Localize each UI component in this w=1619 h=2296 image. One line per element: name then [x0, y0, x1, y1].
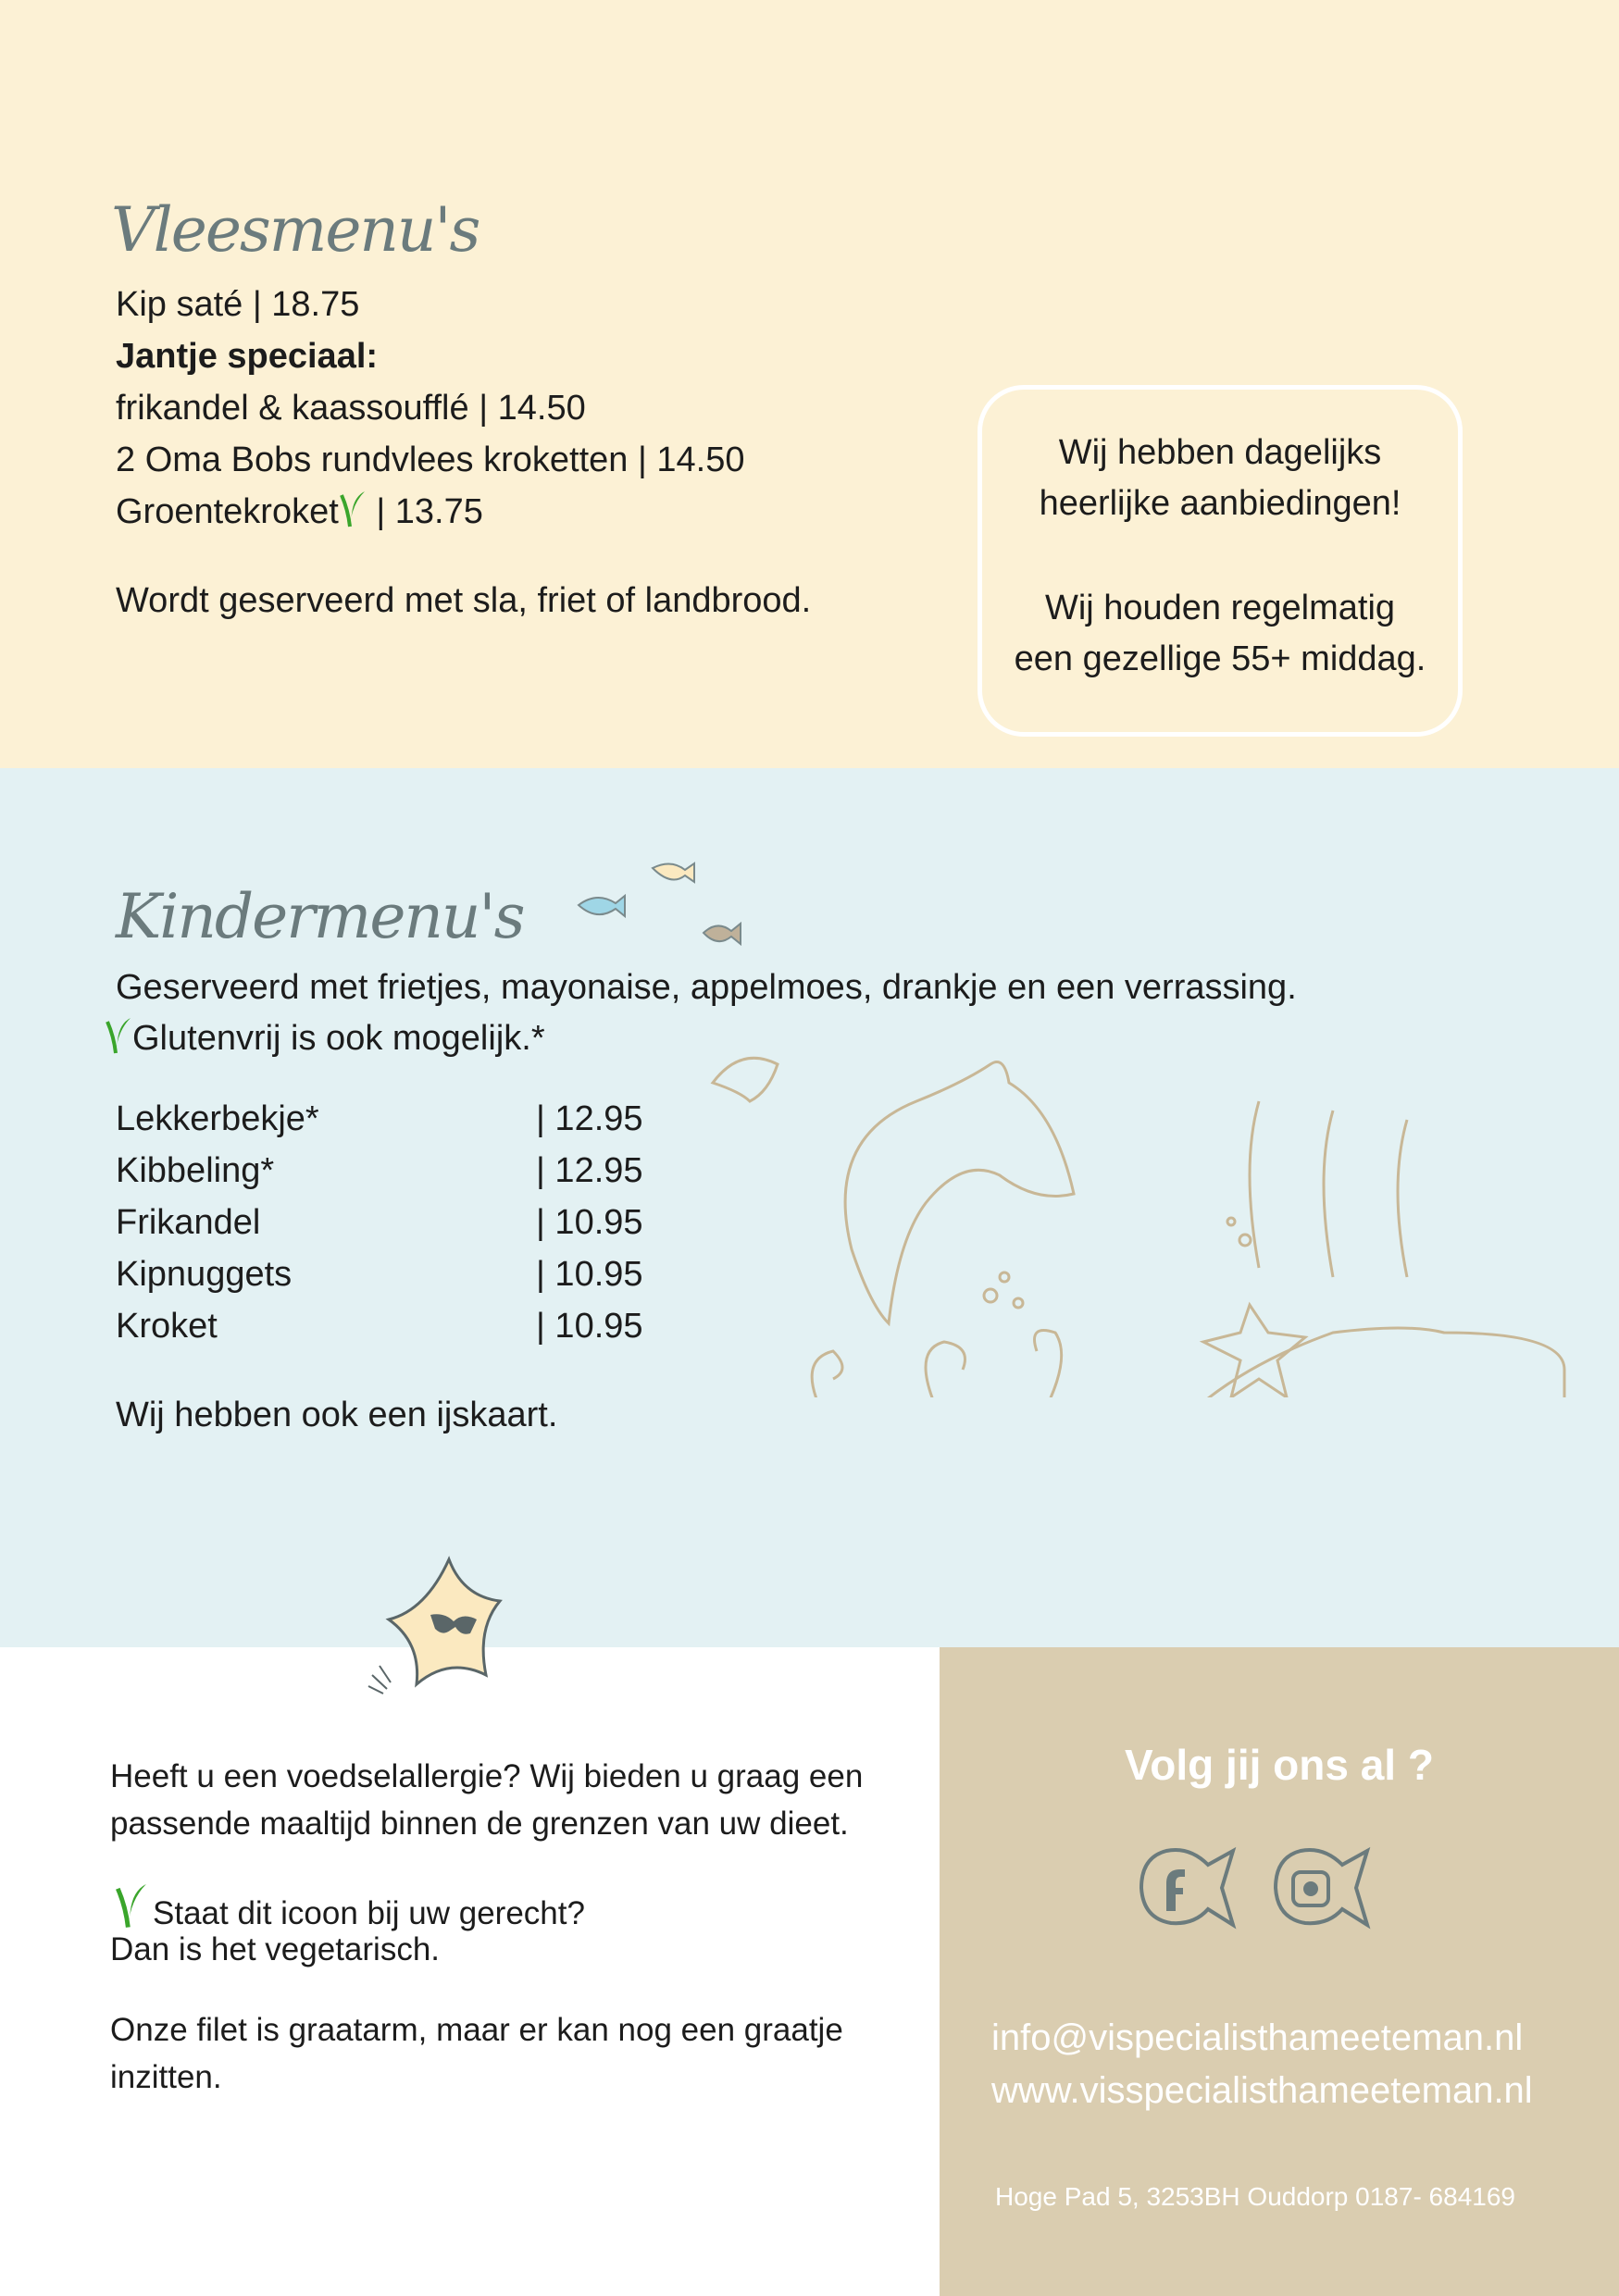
kids-item-price: | 10.95	[536, 1307, 643, 1346]
kids-item-price: | 10.95	[536, 1255, 643, 1294]
vegetarian-icon	[105, 1014, 132, 1055]
gluten-text: Glutenvrij is ook mogelijk.*	[132, 1019, 545, 1058]
kids-menu-subtitle: Geserveerd met frietjes, mayonaise, appe…	[116, 968, 1297, 1007]
kids-item-price: | 10.95	[536, 1203, 643, 1242]
gluten-note: Glutenvrij is ook mogelijk.*	[105, 1012, 545, 1064]
menu-note: Wordt geserveerd met sla, friet of landb…	[116, 581, 812, 620]
sea-illustration	[710, 1056, 1566, 1397]
filet-text: Onze filet is graatarm, maar er kan nog …	[110, 2012, 843, 2048]
menu-item: 2 Oma Bobs rundvlees kroketten | 14.50	[116, 441, 745, 479]
menu-item: Groentekroket | 13.75	[116, 486, 483, 538]
starfish-illustration	[367, 1556, 503, 1694]
menu-item-name: Groentekroket	[116, 492, 339, 531]
kids-menu-section: Kindermenu's Geserveerd met frietjes, ma…	[0, 768, 1619, 1647]
menu-item: Kip saté | 18.75	[116, 285, 360, 324]
social-panel: Volg jij ons al ? info@vispecialisthamee…	[940, 1647, 1619, 2296]
kids-menu-title: Kindermenu's	[116, 881, 525, 952]
veg-text: Staat dit icoon bij uw gerecht?	[153, 1895, 585, 1931]
ice-cream-note: Wij hebben ook een ijskaart.	[116, 1396, 558, 1434]
menu-item-price: | 13.75	[376, 492, 483, 531]
instagram-fish-icon[interactable]	[1273, 1846, 1375, 1930]
menu-item: frikandel & kaassoufflé | 14.50	[116, 389, 586, 428]
offer-text: Wij hebben dagelijks	[1058, 433, 1382, 472]
address-text: Hoge Pad 5, 3253BH Ouddorp 0187- 684169	[995, 2182, 1515, 2211]
kids-item-name: Kipnuggets	[116, 1255, 293, 1294]
kids-item-price: | 12.95	[536, 1151, 643, 1190]
allergy-text: passende maaltijd binnen de grenzen van …	[110, 1806, 849, 1842]
veg-explanation: Staat dit icoon bij uw gerecht?	[110, 1880, 585, 1937]
kids-item-name: Kibbeling*	[116, 1151, 275, 1190]
email-link[interactable]: info@vispecialisthameeteman.nl	[991, 2017, 1524, 2058]
allergy-text: Heeft u een voedselallergie? Wij bieden …	[110, 1758, 864, 1794]
meat-menu-title: Vleesmenu's	[111, 194, 480, 266]
offer-text: heerlijke aanbiedingen!	[1039, 484, 1401, 523]
offer-text: een gezellige 55+ middag.	[1014, 639, 1426, 678]
meat-menu-section: Vleesmenu's Kip saté | 18.75 Jantje spec…	[0, 0, 1619, 768]
fish-illustration	[577, 862, 741, 947]
offer-text: Wij houden regelmatig	[1044, 589, 1396, 627]
kids-item-name: Kroket	[116, 1307, 218, 1346]
website-link[interactable]: www.visspecialisthameeteman.nl	[991, 2070, 1533, 2111]
kids-item-name: Lekkerbekje*	[116, 1099, 319, 1138]
kids-item-name: Frikandel	[116, 1203, 261, 1242]
filet-text: inzitten.	[110, 2059, 222, 2095]
social-title: Volg jij ons al ?	[1125, 1741, 1434, 1789]
kids-item-price: | 12.95	[536, 1099, 643, 1138]
offers-box: Wij hebben dagelijks heerlijke aanbiedin…	[978, 385, 1463, 737]
facebook-fish-icon[interactable]	[1139, 1846, 1240, 1930]
vegetarian-icon	[110, 1880, 153, 1930]
veg-text: Dan is het vegetarisch.	[110, 1931, 441, 1967]
menu-subheading: Jantje speciaal:	[116, 337, 379, 376]
vegetarian-icon	[339, 488, 367, 528]
